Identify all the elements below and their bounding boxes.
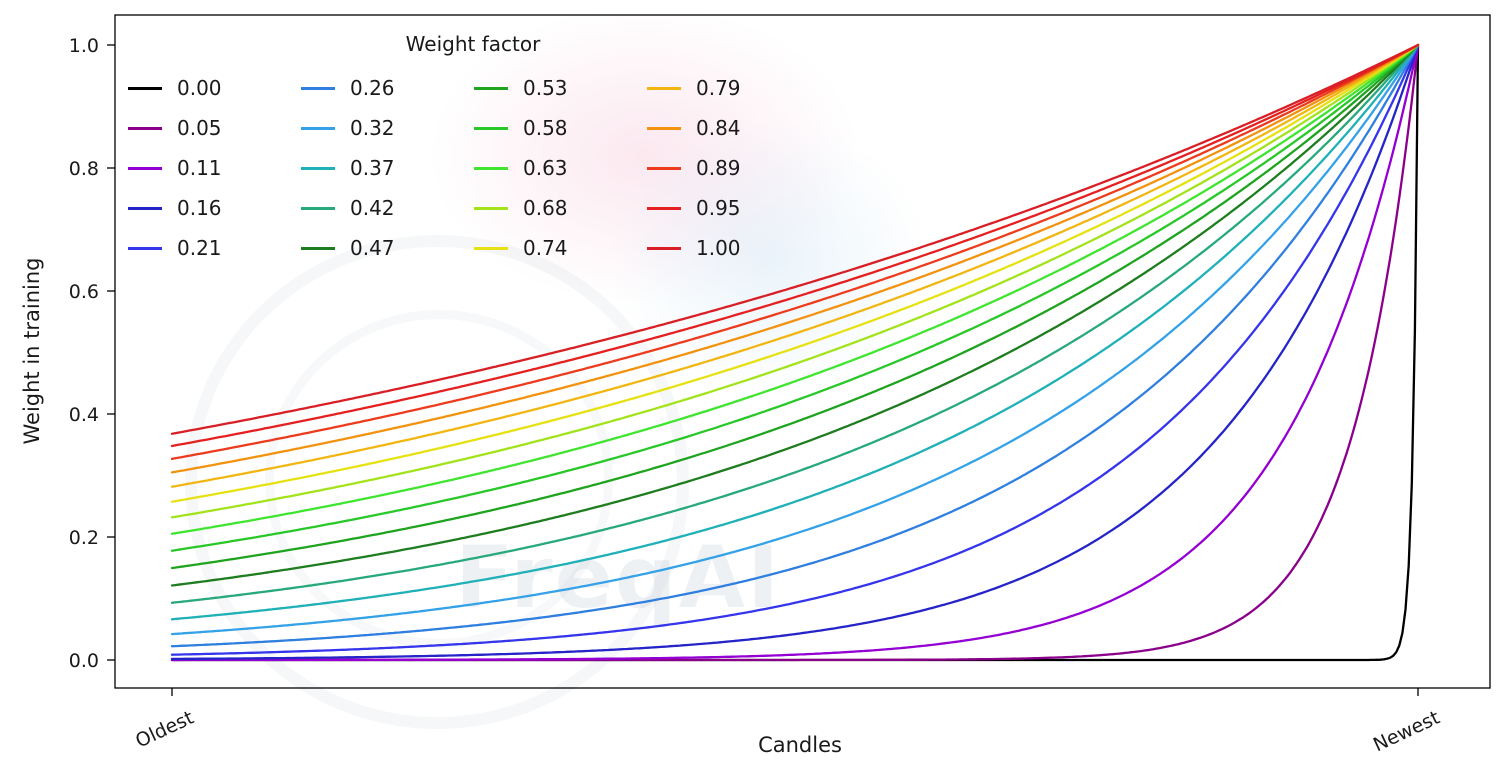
- legend-line-swatch: [474, 166, 508, 170]
- series-line-0.26: [170, 43, 1420, 648]
- legend-line-swatch: [474, 86, 508, 90]
- y-tick-label: 0.4: [69, 404, 99, 426]
- legend-line-swatch: [647, 206, 681, 210]
- legend-line-swatch: [301, 206, 335, 210]
- legend-item: 1.00: [647, 236, 820, 260]
- legend-item: 0.05: [128, 116, 301, 140]
- legend-label: 0.11: [177, 156, 222, 180]
- y-tick-label: 0.2: [69, 527, 99, 549]
- series-line-0.89: [170, 43, 1420, 461]
- legend-line-swatch: [301, 126, 335, 130]
- legend-item: 0.84: [647, 116, 820, 140]
- legend-label: 0.53: [523, 76, 568, 100]
- legend-label: 1.00: [696, 236, 741, 260]
- legend-label: 0.05: [177, 116, 222, 140]
- legend-label: 0.16: [177, 196, 222, 220]
- series-line-0.68: [170, 43, 1420, 519]
- legend-item: 0.63: [474, 156, 647, 180]
- x-tick-label: Oldest: [132, 707, 197, 753]
- legend-line-swatch: [128, 246, 162, 250]
- series-line-0.11: [170, 43, 1420, 662]
- legend-line-swatch: [474, 246, 508, 250]
- legend-line-swatch: [128, 86, 162, 90]
- legend-line-swatch: [474, 206, 508, 210]
- legend-item: 0.37: [301, 156, 474, 180]
- legend-line-swatch: [301, 86, 335, 90]
- legend-label: 0.26: [350, 76, 395, 100]
- x-axis-label: Candles: [758, 733, 842, 757]
- series-line-0.84: [170, 43, 1420, 474]
- legend-item: 0.16: [128, 196, 301, 220]
- legend-item: 0.21: [128, 236, 301, 260]
- series-line-0.32: [170, 43, 1420, 636]
- legend-line-swatch: [647, 86, 681, 90]
- x-tick-label: Newest: [1370, 707, 1443, 757]
- legend-label: 0.42: [350, 196, 395, 220]
- legend-line-swatch: [128, 206, 162, 210]
- series-line-0.79: [170, 43, 1420, 488]
- legend-item: 0.58: [474, 116, 647, 140]
- legend-label: 0.21: [177, 236, 222, 260]
- series-line-0.58: [170, 43, 1420, 552]
- legend-label: 0.84: [696, 116, 741, 140]
- axes-frame: [114, 14, 1491, 689]
- legend-item: 0.42: [301, 196, 474, 220]
- legend-label: 0.58: [523, 116, 568, 140]
- legend-item: 0.00: [128, 76, 301, 100]
- legend-label: 0.32: [350, 116, 395, 140]
- series-line-0.95: [170, 43, 1420, 448]
- legend-line-swatch: [647, 246, 681, 250]
- legend-label: 0.63: [523, 156, 568, 180]
- legend-line-swatch: [128, 166, 162, 170]
- series-line-0.37: [170, 43, 1420, 621]
- legend-label: 0.47: [350, 236, 395, 260]
- series-line-0.16: [170, 43, 1420, 661]
- legend-label: 0.68: [523, 196, 568, 220]
- legend-line-swatch: [647, 166, 681, 170]
- legend: Weight factor 0.00 0.05 0.11 0.16 0.21 0.26 0.…: [128, 32, 820, 268]
- legend-item: 0.47: [301, 236, 474, 260]
- legend-line-swatch: [647, 126, 681, 130]
- legend-label: 0.79: [696, 76, 741, 100]
- legend-item: 0.11: [128, 156, 301, 180]
- y-tick-label: 0.0: [69, 650, 99, 672]
- legend-items: 0.00 0.05 0.11 0.16 0.21 0.26 0.32 0.37 0.42 0.47…: [128, 68, 820, 268]
- series-line-1.00: [170, 43, 1420, 435]
- y-tick-label: 1.0: [69, 35, 99, 57]
- legend-label: 0.95: [696, 196, 741, 220]
- series-line-0.21: [170, 43, 1420, 656]
- legend-item: 0.68: [474, 196, 647, 220]
- series-line-0.53: [170, 43, 1420, 570]
- y-tick-label: 0.6: [69, 281, 99, 303]
- legend-line-swatch: [474, 126, 508, 130]
- y-tick-label: 0.8: [69, 158, 99, 180]
- legend-item: 0.26: [301, 76, 474, 100]
- legend-item: 0.89: [647, 156, 820, 180]
- legend-line-swatch: [301, 166, 335, 170]
- legend-label: 0.00: [177, 76, 222, 100]
- legend-item: 0.53: [474, 76, 647, 100]
- legend-label: 0.37: [350, 156, 395, 180]
- y-axis-label: Weight in training: [20, 257, 44, 445]
- legend-item: 0.74: [474, 236, 647, 260]
- series-line-0.74: [170, 43, 1420, 503]
- legend-item: 0.32: [301, 116, 474, 140]
- series-line-0.47: [170, 43, 1420, 587]
- legend-item: 0.79: [647, 76, 820, 100]
- series-line-0.63: [170, 43, 1420, 535]
- legend-line-swatch: [301, 246, 335, 250]
- series-line-0.42: [170, 43, 1420, 604]
- legend-item: 0.95: [647, 196, 820, 220]
- legend-label: 0.89: [696, 156, 741, 180]
- legend-line-swatch: [128, 126, 162, 130]
- legend-title: Weight factor: [405, 32, 541, 56]
- legend-label: 0.74: [523, 236, 568, 260]
